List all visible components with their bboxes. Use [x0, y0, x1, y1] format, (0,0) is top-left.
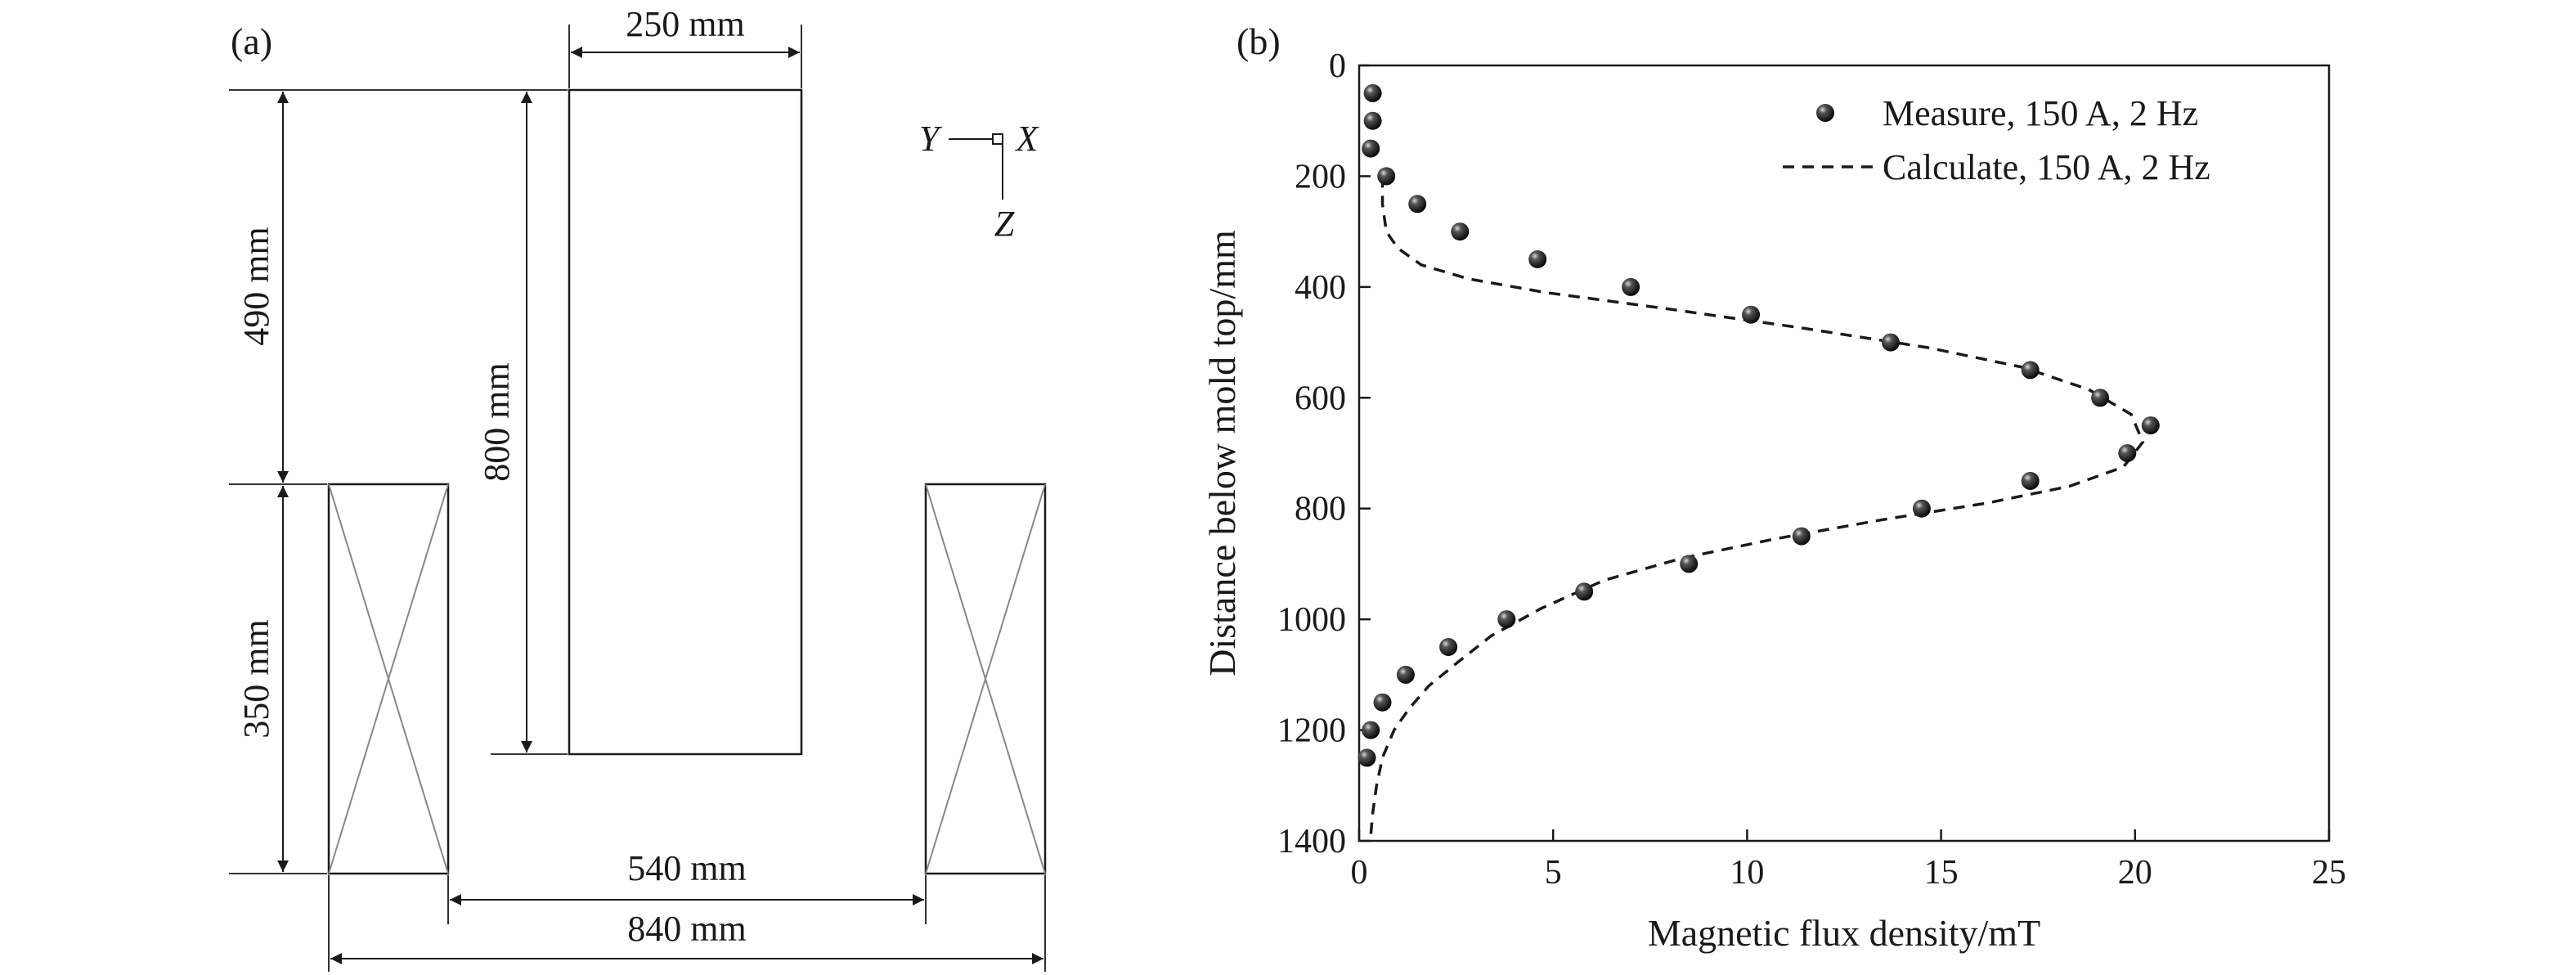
coil-outer-span-label: 840 mm [627, 909, 746, 949]
x-tick-label: 20 [2118, 854, 2152, 892]
legend-measure-marker [1816, 104, 1834, 122]
measure-point [1792, 527, 1811, 546]
y-tick-label: 0 [1329, 47, 1346, 85]
measure-point [1363, 83, 1382, 102]
coil-top-offset-label: 490 mm [236, 227, 276, 345]
measure-point [2141, 416, 2160, 435]
x-axis-title: Magnetic flux density/mT [1648, 912, 2040, 954]
y-tick-label: 800 [1295, 491, 1346, 528]
left-coil [327, 483, 450, 875]
x-tick-label: 0 [1351, 854, 1368, 892]
y-axis: 0 200 400 600 800 1000 1200 1400 [1277, 47, 1371, 860]
x-tick-label: 5 [1545, 854, 1562, 892]
legend: Measure, 150 A, 2 Hz Calculate, 150 A, 2… [1783, 93, 2210, 187]
measure-point [1373, 693, 1392, 712]
measure-point [1408, 195, 1427, 213]
measure-point [1362, 721, 1380, 739]
right-coil [924, 483, 1047, 875]
measure-point [2021, 471, 2040, 490]
measure-point [1528, 250, 1547, 268]
measure-point [1881, 333, 1900, 352]
panel-b-label: (b) [1236, 20, 1281, 62]
measure-point [1363, 111, 1382, 130]
measure-point [1439, 638, 1458, 656]
x-tick-label: 15 [1924, 854, 1959, 892]
y-tick-label: 1200 [1277, 712, 1346, 750]
y-tick-label: 1000 [1277, 601, 1346, 639]
y-axis-title: Distance below mold top/mm [1201, 230, 1243, 676]
measure-point [1622, 277, 1640, 296]
measure-point [1451, 222, 1470, 241]
coil-height-label: 350 mm [236, 619, 276, 738]
y-tick-label: 200 [1295, 158, 1346, 195]
measure-point [1377, 167, 1396, 186]
measure-point [1742, 305, 1761, 324]
mold-width-dimension: 250 mm [568, 4, 802, 88]
x-tick-label: 10 [1730, 854, 1764, 892]
legend-calculate-label: Calculate, 150 A, 2 Hz [1883, 147, 2210, 187]
measure-point [1362, 139, 1380, 158]
calculated-curve [1369, 176, 2145, 836]
measure-point [1912, 499, 1931, 518]
y-tick-label: 600 [1295, 380, 1346, 417]
axis-x-symbol: X [1015, 119, 1040, 159]
panel-a-label: (a) [231, 20, 272, 62]
x-axis: 0 5 10 15 20 25 [1351, 829, 2346, 892]
coil-position-dimension: 490 mm 350 mm [229, 89, 568, 874]
plot-frame [1358, 64, 2331, 842]
mold-height-label: 800 mm [477, 362, 517, 481]
measure-point [2118, 444, 2137, 462]
y-tick-label: 400 [1295, 269, 1346, 307]
coil-spacing-dimension: 540 mm 840 mm [328, 848, 1046, 972]
panel-a: (a) 250 mm 800 mm [229, 4, 1047, 972]
measure-point [2021, 361, 2040, 380]
measure-point [1575, 582, 1594, 601]
y-tick-label: 1400 [1277, 823, 1346, 860]
legend-measure-label: Measure, 150 A, 2 Hz [1883, 93, 2198, 133]
measured-points [1358, 83, 2160, 767]
axis-z-symbol: Z [994, 204, 1015, 244]
mold-height-dimension: 800 mm [477, 92, 568, 755]
panel-b: (b) 0 5 10 15 20 25 0 200 400 600 800 1000 1200 1400… [1201, 20, 2346, 954]
measure-point [1396, 665, 1415, 684]
x-tick-label: 25 [2312, 854, 2346, 892]
measure-point [1680, 555, 1699, 573]
mold-outline [568, 88, 803, 756]
measure-point [1497, 610, 1516, 629]
mold-width-label: 250 mm [626, 4, 744, 44]
coordinate-axes: Y X Z [919, 119, 1040, 244]
measure-point [1358, 748, 1376, 767]
coil-inner-gap-label: 540 mm [627, 848, 746, 888]
measure-point [2091, 389, 2110, 407]
axis-y-symbol: Y [919, 119, 943, 159]
